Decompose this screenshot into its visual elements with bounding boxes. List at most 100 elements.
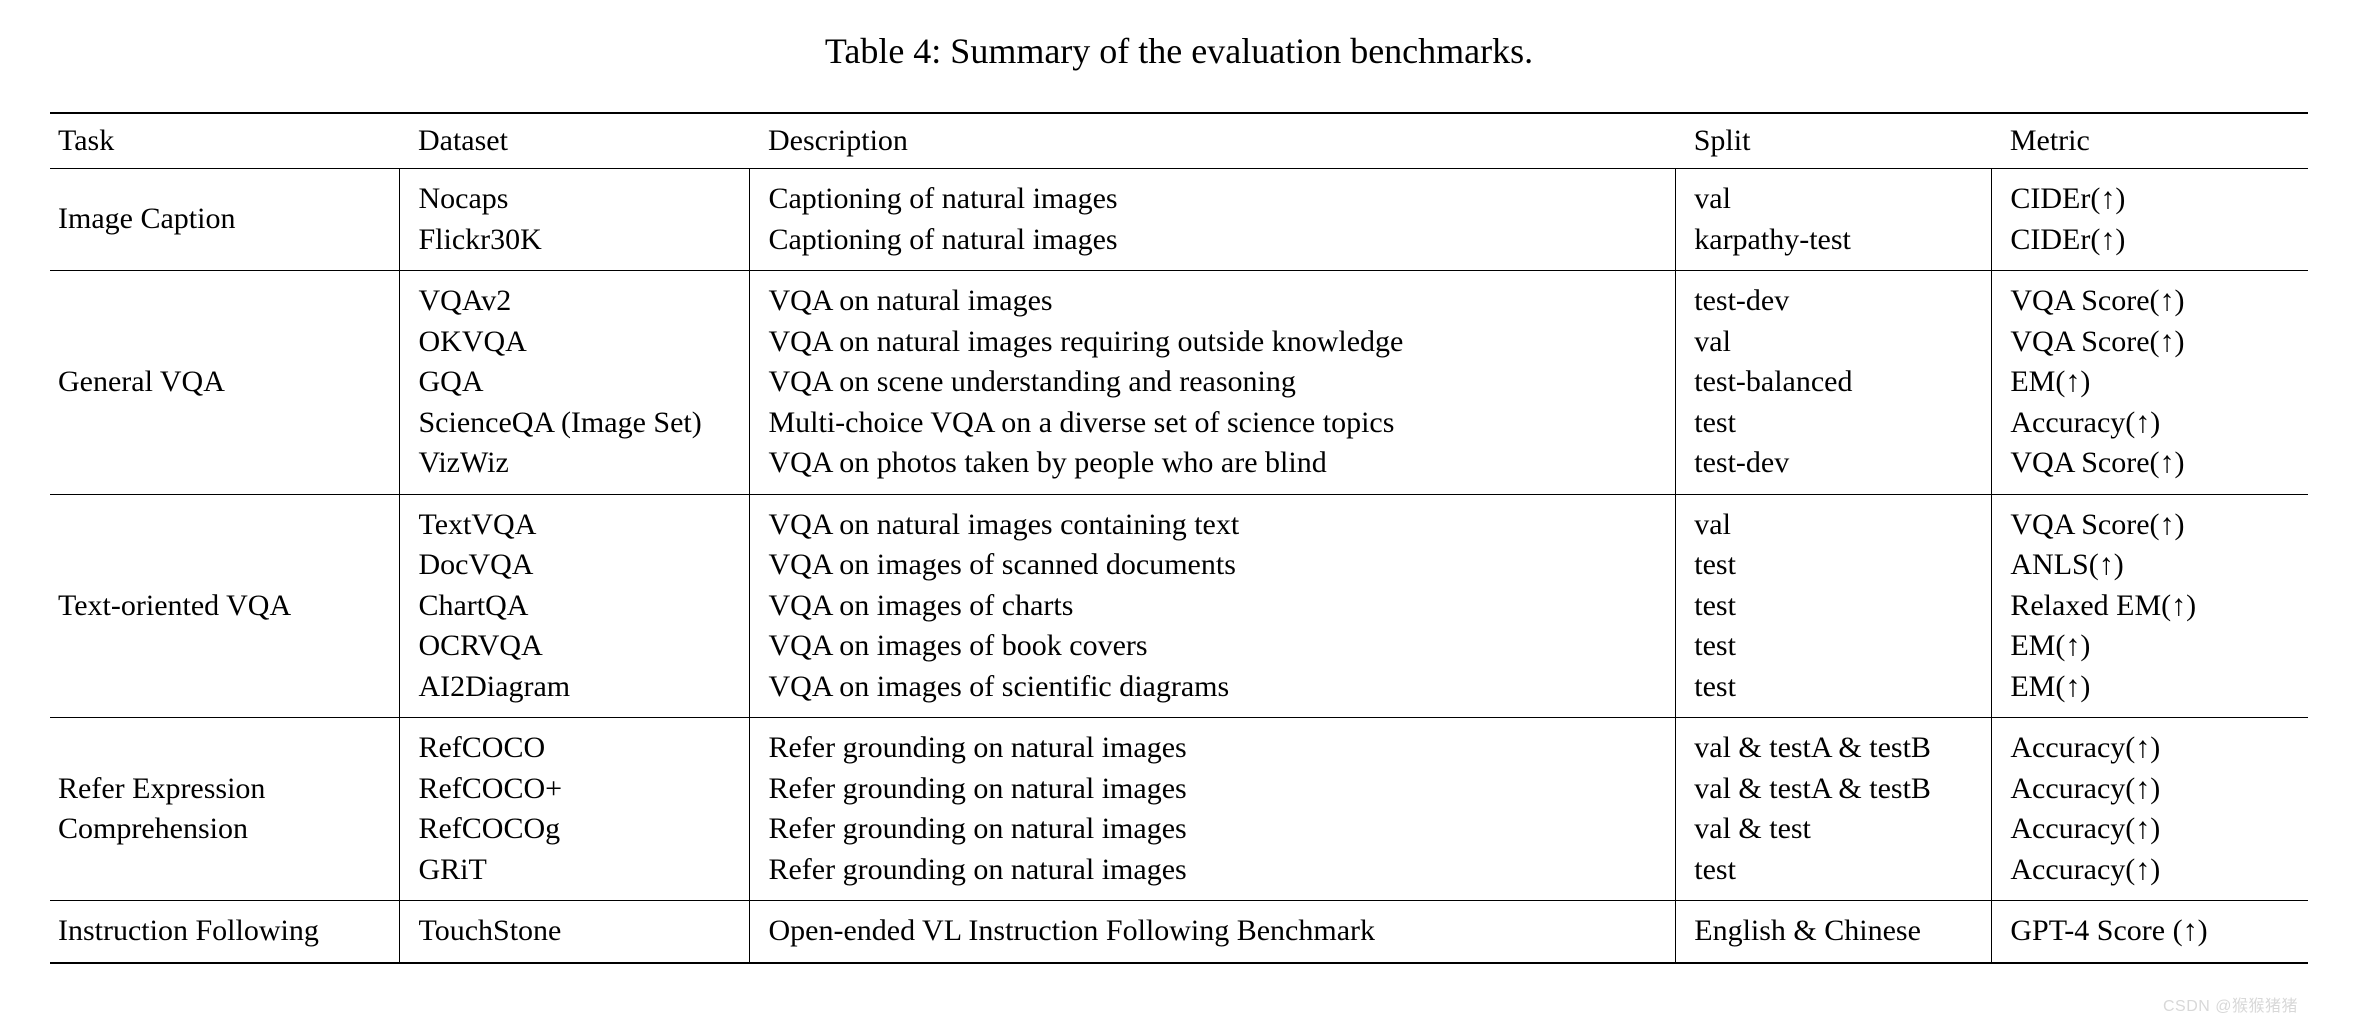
- col-split: Split: [1676, 113, 1992, 169]
- metric-cell: VQA Score(↑)VQA Score(↑)EM(↑)Accuracy(↑)…: [1992, 271, 2308, 495]
- metric-value: CIDEr(↑): [2010, 179, 2300, 220]
- dataset-value: RefCOCO: [418, 728, 741, 769]
- dataset-cell: VQAv2OKVQAGQAScienceQA (Image Set)VizWiz: [400, 271, 750, 495]
- metric-value: Accuracy(↑): [2010, 850, 2300, 891]
- task-label: Refer Expression Comprehension: [58, 769, 391, 850]
- metric-value: Accuracy(↑): [2010, 809, 2300, 850]
- description-cell: Open-ended VL Instruction Following Benc…: [750, 901, 1676, 963]
- split-value: test: [1694, 403, 1983, 444]
- split-value: test-dev: [1694, 281, 1983, 322]
- description-value: Refer grounding on natural images: [768, 850, 1667, 891]
- dataset-value: RefCOCO+: [418, 769, 741, 810]
- dataset-value: DocVQA: [418, 545, 741, 586]
- task-cell: Image Caption: [50, 169, 400, 271]
- metric-value: EM(↑): [2010, 626, 2300, 667]
- metric-value: Accuracy(↑): [2010, 769, 2300, 810]
- split-value: val: [1694, 179, 1983, 220]
- description-cell: Refer grounding on natural imagesRefer g…: [750, 718, 1676, 901]
- split-value: test: [1694, 545, 1983, 586]
- metric-value: VQA Score(↑): [2010, 505, 2300, 546]
- description-value: VQA on natural images containing text: [768, 505, 1667, 546]
- col-metric: Metric: [1992, 113, 2308, 169]
- split-cell: test-devvaltest-balancedtesttest-dev: [1676, 271, 1992, 495]
- table-row: Refer Expression ComprehensionRefCOCORef…: [50, 718, 2308, 901]
- dataset-value: ScienceQA (Image Set): [418, 403, 741, 444]
- description-cell: Captioning of natural imagesCaptioning o…: [750, 169, 1676, 271]
- col-description: Description: [750, 113, 1676, 169]
- metric-value: EM(↑): [2010, 667, 2300, 708]
- dataset-value: AI2Diagram: [418, 667, 741, 708]
- metric-value: ANLS(↑): [2010, 545, 2300, 586]
- task-label: Instruction Following: [58, 911, 391, 952]
- table-row: Instruction FollowingTouchStoneOpen-ende…: [50, 901, 2308, 963]
- split-value: English & Chinese: [1694, 911, 1983, 952]
- dataset-value: OKVQA: [418, 322, 741, 363]
- metric-value: Accuracy(↑): [2010, 728, 2300, 769]
- metric-cell: VQA Score(↑)ANLS(↑)Relaxed EM(↑)EM(↑)EM(…: [1992, 494, 2308, 718]
- dataset-cell: NocapsFlickr30K: [400, 169, 750, 271]
- metric-value: Accuracy(↑): [2010, 403, 2300, 444]
- dataset-cell: RefCOCORefCOCO+RefCOCOgGRiT: [400, 718, 750, 901]
- metric-value: VQA Score(↑): [2010, 443, 2300, 484]
- description-value: VQA on images of charts: [768, 586, 1667, 627]
- metric-value: GPT-4 Score (↑): [2010, 911, 2300, 952]
- description-value: Captioning of natural images: [768, 220, 1667, 261]
- description-value: Refer grounding on natural images: [768, 809, 1667, 850]
- description-value: VQA on scene understanding and reasoning: [768, 362, 1667, 403]
- dataset-value: Nocaps: [418, 179, 741, 220]
- description-value: VQA on images of book covers: [768, 626, 1667, 667]
- dataset-value: Flickr30K: [418, 220, 741, 261]
- metric-value: VQA Score(↑): [2010, 322, 2300, 363]
- dataset-cell: TouchStone: [400, 901, 750, 963]
- task-cell: Text-oriented VQA: [50, 494, 400, 718]
- split-value: val & test: [1694, 809, 1983, 850]
- metric-value: Relaxed EM(↑): [2010, 586, 2300, 627]
- metric-value: EM(↑): [2010, 362, 2300, 403]
- watermark: CSDN @猴猴猪猪: [2163, 992, 2298, 1016]
- task-label: General VQA: [58, 362, 391, 403]
- table-body: Image CaptionNocapsFlickr30KCaptioning o…: [50, 169, 2308, 963]
- task-cell: Instruction Following: [50, 901, 400, 963]
- split-value: karpathy-test: [1694, 220, 1983, 261]
- task-label: Text-oriented VQA: [58, 586, 391, 627]
- task-cell: Refer Expression Comprehension: [50, 718, 400, 901]
- split-value: test: [1694, 586, 1983, 627]
- col-task: Task: [50, 113, 400, 169]
- description-value: Refer grounding on natural images: [768, 769, 1667, 810]
- split-value: test: [1694, 667, 1983, 708]
- description-value: VQA on natural images requiring outside …: [768, 322, 1667, 363]
- split-cell: English & Chinese: [1676, 901, 1992, 963]
- split-value: test: [1694, 626, 1983, 667]
- dataset-value: GRiT: [418, 850, 741, 891]
- split-value: test-dev: [1694, 443, 1983, 484]
- description-value: Multi-choice VQA on a diverse set of sci…: [768, 403, 1667, 444]
- table-caption: Table 4: Summary of the evaluation bench…: [50, 30, 2308, 72]
- task-label: Image Caption: [58, 199, 391, 240]
- metric-value: CIDEr(↑): [2010, 220, 2300, 261]
- description-cell: VQA on natural imagesVQA on natural imag…: [750, 271, 1676, 495]
- dataset-value: VQAv2: [418, 281, 741, 322]
- split-cell: valtesttesttesttest: [1676, 494, 1992, 718]
- description-value: VQA on images of scientific diagrams: [768, 667, 1667, 708]
- split-value: val: [1694, 322, 1983, 363]
- col-dataset: Dataset: [400, 113, 750, 169]
- description-value: Refer grounding on natural images: [768, 728, 1667, 769]
- metric-value: VQA Score(↑): [2010, 281, 2300, 322]
- split-value: test: [1694, 850, 1983, 891]
- dataset-value: VizWiz: [418, 443, 741, 484]
- dataset-value: OCRVQA: [418, 626, 741, 667]
- description-cell: VQA on natural images containing text VQA…: [750, 494, 1676, 718]
- table-row: Text-oriented VQATextVQADocVQAChartQAOCR…: [50, 494, 2308, 718]
- table-header-row: Task Dataset Description Split Metric: [50, 113, 2308, 169]
- dataset-value: RefCOCOg: [418, 809, 741, 850]
- dataset-value: GQA: [418, 362, 741, 403]
- split-value: test-balanced: [1694, 362, 1983, 403]
- split-value: val: [1694, 505, 1983, 546]
- task-cell: General VQA: [50, 271, 400, 495]
- dataset-cell: TextVQADocVQAChartQAOCRVQAAI2Diagram: [400, 494, 750, 718]
- metric-cell: Accuracy(↑)Accuracy(↑)Accuracy(↑)Accurac…: [1992, 718, 2308, 901]
- description-value: Captioning of natural images: [768, 179, 1667, 220]
- dataset-value: ChartQA: [418, 586, 741, 627]
- metric-cell: GPT-4 Score (↑): [1992, 901, 2308, 963]
- benchmarks-table: Task Dataset Description Split Metric Im…: [50, 112, 2308, 964]
